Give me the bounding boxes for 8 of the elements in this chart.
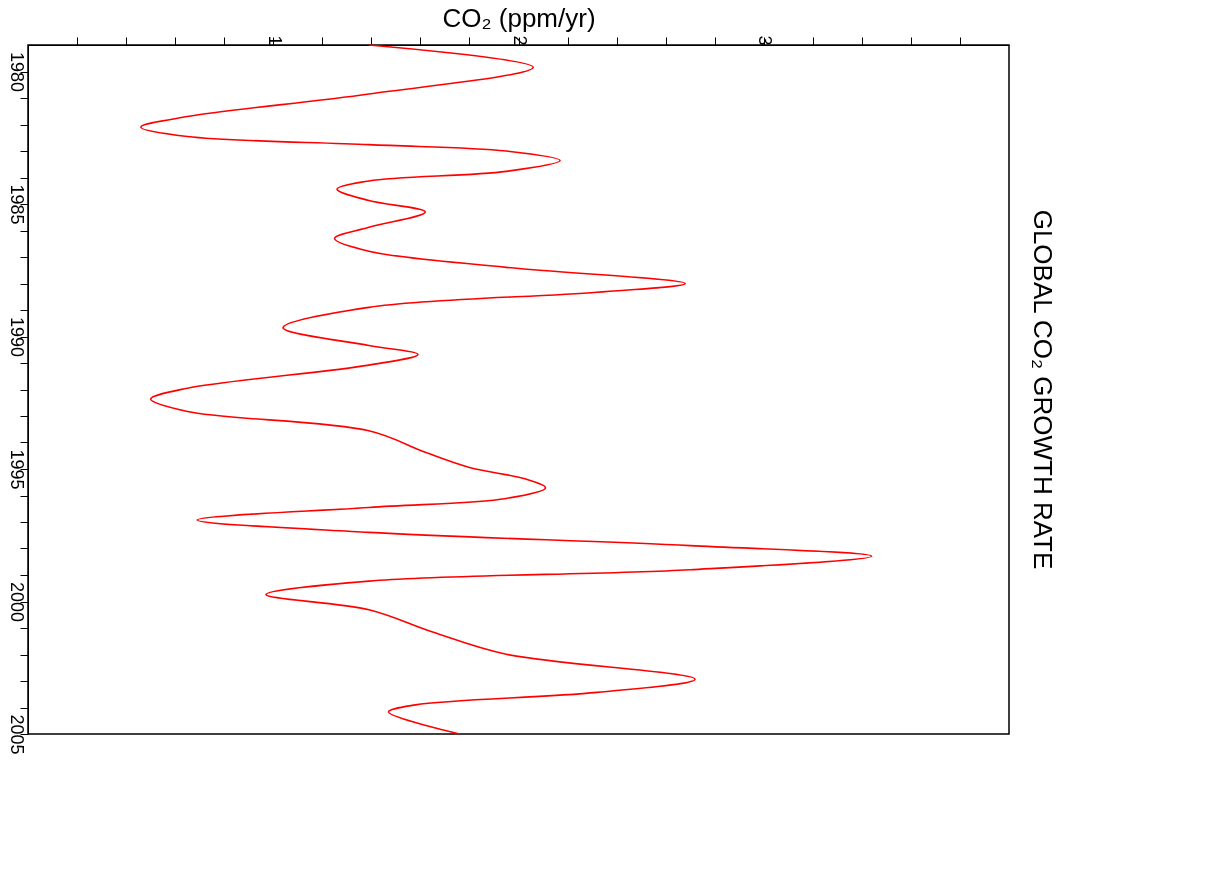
x-axis-title: CO₂ (ppm/yr)	[442, 2, 596, 33]
y-tick-label: 1985	[6, 184, 27, 225]
text: GLOBAL CO₂ GROWTH RATE	[1028, 209, 1058, 570]
y-tick-label: 1995	[6, 449, 27, 490]
y-tick-label: 2005	[6, 714, 27, 755]
y-tick-label: 2000	[6, 581, 27, 623]
y-tick-label: 1990	[6, 316, 27, 358]
y-tick-label: 1980	[6, 51, 27, 93]
